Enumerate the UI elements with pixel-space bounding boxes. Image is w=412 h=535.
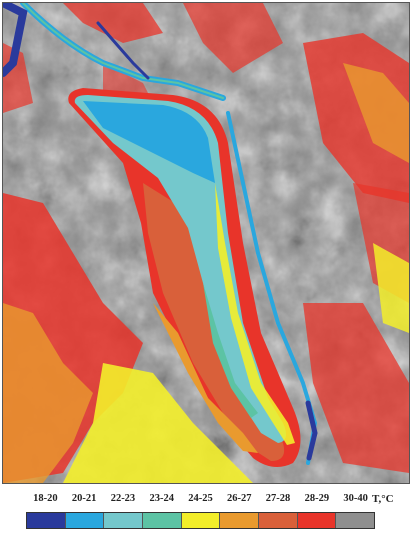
legend-swatch-28-29 [297, 513, 337, 528]
lake-shallow-zone [153, 303, 258, 453]
thermal-map-image [3, 3, 409, 483]
legend-color-bar [26, 512, 375, 529]
east-shore-strip [215, 183, 295, 445]
legend-label-24-25: 24-25 [188, 493, 213, 504]
warm-land-zones [3, 3, 409, 483]
legend-swatch-20-21 [65, 513, 105, 528]
legend-swatch-30-40 [336, 513, 375, 528]
lake-deep-zone [83, 101, 215, 183]
legend-swatch-18-20 [27, 513, 66, 528]
legend-swatch-23-24 [143, 513, 182, 528]
legend-swatch-24-25 [181, 513, 221, 528]
legend-swatch-27-28 [259, 513, 298, 528]
lake-water [74, 95, 287, 443]
legend-label-18-20: 18-20 [33, 493, 58, 504]
legend-label-20-21: 20-21 [71, 493, 97, 504]
legend-label-23-24: 23-24 [149, 493, 174, 504]
legend-label-27-28: 27-28 [265, 493, 291, 504]
legend-label-22-23: 22-23 [110, 493, 136, 504]
legend-label-28-29: 28-29 [304, 493, 330, 504]
legend-labels: 18-20 20-21 22-23 23-24 24-25 26-27 27-28 28-29… [0, 493, 412, 509]
legend-label-30-40: 30-40 [343, 493, 368, 504]
legend-unit-label: T,°C [372, 493, 394, 505]
legend-label-26-27: 26-27 [227, 493, 252, 504]
legend-swatch-26-27 [220, 513, 260, 528]
legend-swatch-22-23 [104, 513, 144, 528]
river-channels [3, 3, 318, 465]
thermal-map [2, 2, 410, 484]
